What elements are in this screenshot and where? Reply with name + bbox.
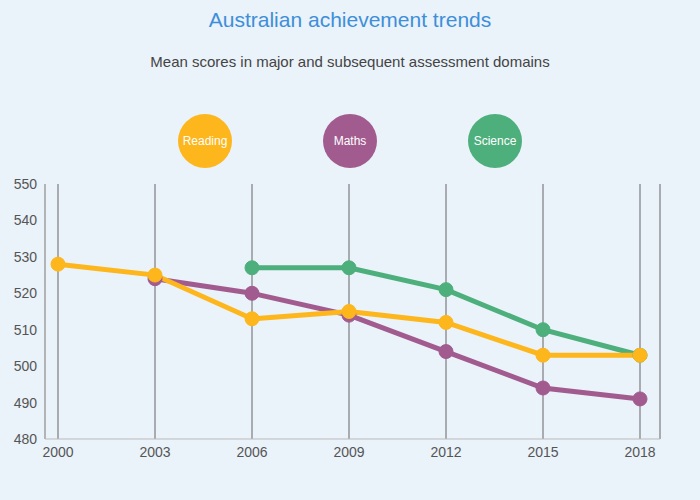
- svg-text:530: 530: [14, 249, 38, 265]
- svg-text:2012: 2012: [430, 444, 461, 460]
- svg-text:540: 540: [14, 212, 38, 228]
- svg-text:490: 490: [14, 395, 38, 411]
- svg-text:2006: 2006: [236, 444, 267, 460]
- svg-text:2009: 2009: [333, 444, 364, 460]
- html-text:Maths: Maths: [333, 134, 367, 148]
- svg-text:520: 520: [14, 285, 38, 301]
- html-text:Reading: Reading: [182, 134, 228, 148]
- html-text:Australian achievement trends: Australian achievement trends: [208, 8, 492, 31]
- html-text:Science: Science: [473, 134, 517, 148]
- svg-text:550: 550: [14, 176, 38, 192]
- svg-text:2003: 2003: [139, 444, 170, 460]
- svg-text:2015: 2015: [527, 444, 558, 460]
- svg-text:2018: 2018: [624, 444, 655, 460]
- svg-text:480: 480: [14, 431, 38, 447]
- html-text:Mean scores in major and subse: Mean scores in major and subsequent asse…: [150, 53, 550, 70]
- svg-text:2000: 2000: [42, 444, 73, 460]
- svg-text:510: 510: [14, 322, 38, 338]
- svg-text:500: 500: [14, 358, 38, 374]
